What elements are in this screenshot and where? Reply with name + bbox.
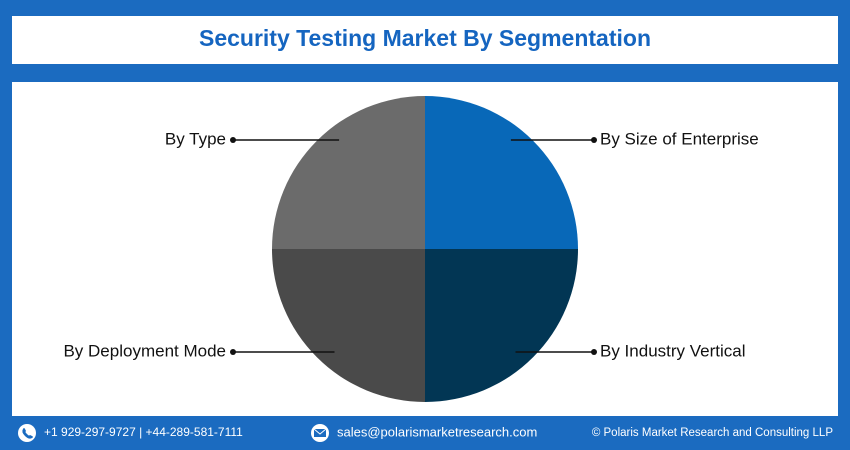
leader-dot	[230, 137, 236, 143]
chart-title: Security Testing Market By Segmentation	[199, 25, 651, 51]
slice-label: By Deployment Mode	[63, 341, 226, 360]
pie	[272, 96, 578, 402]
email-glyph	[314, 429, 326, 437]
footer-copyright: © Polaris Market Research and Consulting…	[592, 427, 833, 439]
leader-dot	[591, 137, 597, 143]
footer: +1 929-297-9727 | +44-289-581-7111 sales…	[18, 424, 833, 442]
pie-slice	[425, 249, 578, 402]
pie-slice	[425, 96, 578, 249]
footer-email: sales@polarismarketresearch.com	[337, 424, 537, 439]
footer-phone: +1 929-297-9727 | +44-289-581-7111	[44, 425, 243, 439]
pie-slice	[272, 96, 425, 249]
phone-icon	[18, 424, 36, 442]
leader-dot	[230, 349, 236, 355]
pie-slice	[272, 249, 425, 402]
slice-label: By Industry Vertical	[600, 341, 746, 360]
leader-dot	[591, 349, 597, 355]
email-flap	[313, 428, 327, 435]
slice-label: By Type	[165, 129, 226, 148]
slice-label: By Size of Enterprise	[600, 129, 759, 148]
title-box	[12, 16, 838, 64]
phone-glyph	[22, 428, 33, 439]
